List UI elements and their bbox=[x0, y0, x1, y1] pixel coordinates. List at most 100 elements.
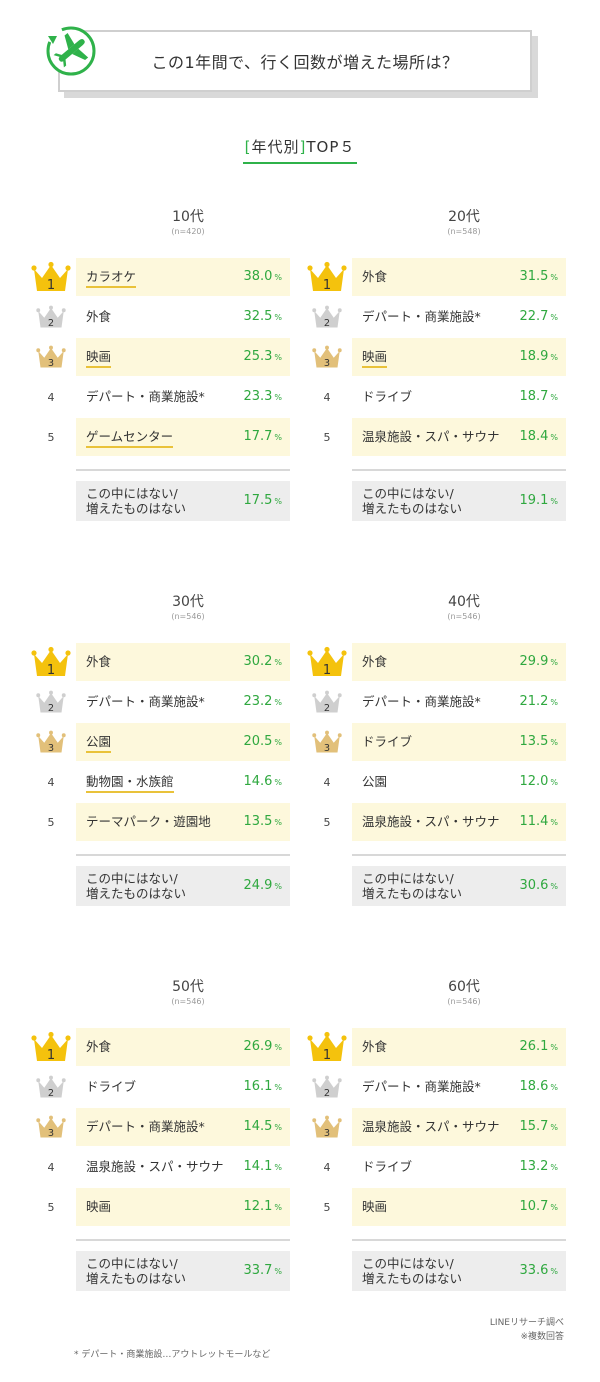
unit: % bbox=[274, 778, 282, 787]
silver-crown-icon: 2 bbox=[312, 690, 342, 714]
silver-crown-icon: 2 bbox=[36, 305, 66, 329]
value-number: 20.5 bbox=[243, 734, 273, 749]
percentage-value: 26.9% bbox=[243, 1028, 282, 1066]
unit: % bbox=[550, 497, 558, 506]
row-background bbox=[76, 1028, 290, 1066]
subtitle: [年代別]TOP５ bbox=[0, 136, 600, 164]
divider bbox=[76, 469, 290, 471]
unit: % bbox=[550, 433, 558, 442]
unit: % bbox=[550, 273, 558, 282]
none-label-line1: この中にはない/ bbox=[362, 486, 454, 501]
age-panel: 60代 (n=546) 1 外食 26.1% 2 デパート・商業施設* 18.6% 3 温泉施設・… bbox=[302, 978, 566, 1291]
place-text: 外食 bbox=[86, 654, 112, 669]
rank-badge: 3 bbox=[26, 338, 76, 376]
place-label: 映画 bbox=[362, 338, 388, 376]
row-background bbox=[76, 338, 290, 376]
rank-badge: 1 bbox=[302, 258, 352, 296]
place-label: 映画 bbox=[362, 1188, 387, 1226]
none-row: この中にはない/増えたものはない 17.5% bbox=[76, 481, 290, 521]
ranking-row: 5 温泉施設・スパ・サウナ 11.4% bbox=[302, 803, 566, 843]
place-label: 外食 bbox=[362, 1028, 387, 1066]
place-label: 外食 bbox=[86, 643, 111, 681]
ranking-row: 1 外食 26.1% bbox=[302, 1028, 566, 1068]
place-text: 温泉施設・スパ・サウナ bbox=[362, 814, 500, 829]
place-text: ドライブ bbox=[362, 389, 413, 404]
place-text: デパート・商業施設* bbox=[362, 309, 481, 324]
rank-badge: 2 bbox=[26, 298, 76, 336]
row-background bbox=[76, 643, 290, 681]
row-background bbox=[352, 723, 566, 761]
rank-badge: 5 bbox=[47, 430, 55, 444]
unit: % bbox=[274, 1203, 282, 1212]
ranking-row: 1 外食 26.9% bbox=[26, 1028, 290, 1068]
value-number: 13.5 bbox=[243, 814, 273, 829]
place-label: 公園 bbox=[362, 763, 387, 801]
gold-crown-icon: 1 bbox=[31, 261, 71, 293]
percentage-value: 23.2% bbox=[243, 683, 282, 721]
age-panel: 10代 (n=420) 1 カラオケ 38.0% 2 外食 32.5% 3 映画 25.3% 4 デパー… bbox=[26, 208, 290, 521]
unit: % bbox=[550, 738, 558, 747]
unit: % bbox=[550, 1267, 558, 1276]
value-number: 17.7 bbox=[243, 429, 273, 444]
place-label: 動物園・水族館 bbox=[86, 763, 174, 801]
place-text: 映画 bbox=[362, 349, 388, 368]
ranking-row: 3 映画 18.9% bbox=[302, 338, 566, 378]
none-label: この中にはない/増えたものはない bbox=[362, 486, 462, 516]
none-row: この中にはない/増えたものはない 33.6% bbox=[352, 1251, 566, 1291]
ranking-row: 4 動物園・水族館 14.6% bbox=[26, 763, 290, 803]
rank-number: 3 bbox=[324, 1128, 330, 1139]
rank-number: 3 bbox=[48, 358, 54, 369]
sample-size: (n=546) bbox=[171, 997, 205, 1006]
value-number: 16.1 bbox=[243, 1079, 273, 1094]
none-label-line2: 増えたものはない bbox=[362, 501, 463, 516]
bronze-crown-icon: 3 bbox=[312, 1115, 342, 1139]
value-number: 18.9 bbox=[519, 349, 549, 364]
rank-badge: 2 bbox=[302, 298, 352, 336]
unit: % bbox=[550, 882, 558, 891]
rank-badge: 1 bbox=[26, 1028, 76, 1066]
rank-badge: 4 bbox=[323, 1160, 331, 1174]
unit: % bbox=[274, 1267, 282, 1276]
place-label: ドライブ bbox=[362, 378, 412, 416]
ranking-row: 3 映画 25.3% bbox=[26, 338, 290, 378]
rank-badge: 2 bbox=[302, 1068, 352, 1106]
ranking-row: 2 外食 32.5% bbox=[26, 298, 290, 338]
value-number: 38.0 bbox=[243, 269, 273, 284]
place-text: 温泉施設・スパ・サウナ bbox=[362, 1119, 500, 1134]
percentage-value: 21.2% bbox=[519, 683, 558, 721]
value-number: 15.7 bbox=[519, 1119, 549, 1134]
none-row: この中にはない/増えたものはない 24.9% bbox=[76, 866, 290, 906]
rank-badge: 4 bbox=[47, 1160, 55, 1174]
unit: % bbox=[550, 818, 558, 827]
ranking-row: 5 映画 10.7% bbox=[302, 1188, 566, 1228]
place-text: 外食 bbox=[362, 654, 388, 669]
percentage-value: 29.9% bbox=[519, 643, 558, 681]
gold-crown-icon: 1 bbox=[307, 261, 347, 293]
none-row: この中にはない/増えたものはない 30.6% bbox=[352, 866, 566, 906]
ranking-row: 3 ドライブ 13.5% bbox=[302, 723, 566, 763]
rank-badge: 1 bbox=[26, 643, 76, 681]
place-label: 映画 bbox=[86, 1188, 111, 1226]
divider bbox=[76, 1239, 290, 1241]
place-text: ドライブ bbox=[362, 734, 413, 749]
percentage-value: 12.0% bbox=[519, 763, 558, 801]
value-number: 31.5 bbox=[519, 269, 549, 284]
percentage-value: 31.5% bbox=[519, 258, 558, 296]
percentage-value: 14.1% bbox=[243, 1148, 282, 1186]
place-text: ドライブ bbox=[362, 1159, 413, 1174]
bronze-crown-icon: 3 bbox=[312, 345, 342, 369]
ranking-row: 5 温泉施設・スパ・サウナ 18.4% bbox=[302, 418, 566, 458]
place-text: カラオケ bbox=[86, 269, 137, 288]
percentage-value: 14.6% bbox=[243, 763, 282, 801]
subtitle-suffix: TOP５ bbox=[306, 138, 356, 156]
none-row: この中にはない/増えたものはない 33.7% bbox=[76, 1251, 290, 1291]
silver-crown-icon: 2 bbox=[312, 305, 342, 329]
sample-size: (n=420) bbox=[171, 227, 205, 236]
row-background bbox=[352, 803, 566, 841]
value-number: 29.9 bbox=[519, 654, 549, 669]
rank-badge: 5 bbox=[323, 815, 331, 829]
value-number: 14.5 bbox=[243, 1119, 273, 1134]
unit: % bbox=[550, 778, 558, 787]
rank-badge: 2 bbox=[26, 1068, 76, 1106]
percentage-value: 18.4% bbox=[519, 418, 558, 456]
